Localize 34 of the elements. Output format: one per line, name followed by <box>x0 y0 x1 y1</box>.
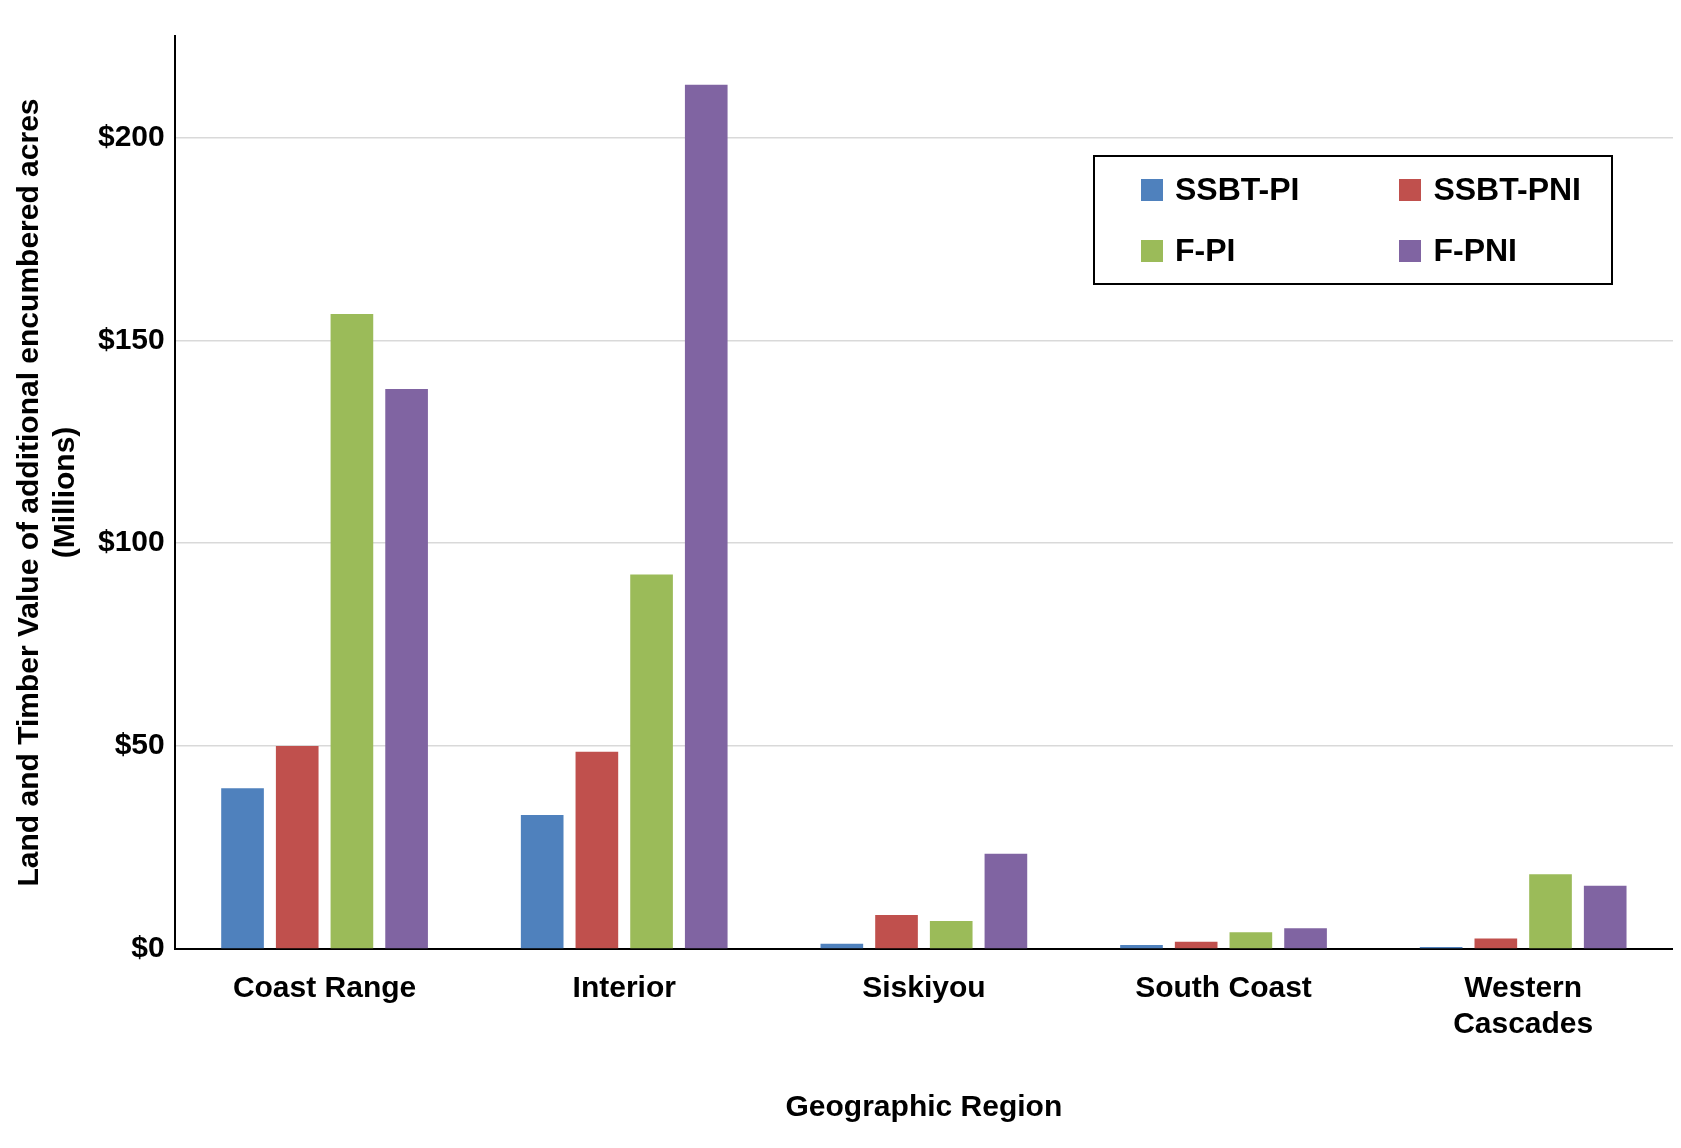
x-axis-title: Geographic Region <box>785 1089 1063 1123</box>
bar <box>1120 944 1163 949</box>
bar <box>330 313 374 949</box>
bar <box>221 788 264 949</box>
y-tick-label: $200 <box>97 118 165 152</box>
bar <box>1583 885 1627 949</box>
x-tick-label: Western Cascades <box>1453 970 1594 1040</box>
bar <box>1529 874 1572 949</box>
bar <box>684 84 728 949</box>
legend-label: SSBT-PNI <box>1433 171 1581 208</box>
y-tick-label: $50 <box>114 727 165 761</box>
bar <box>1174 941 1218 949</box>
bar <box>630 574 673 949</box>
bar <box>1284 928 1327 949</box>
bar <box>929 921 973 949</box>
y-tick-label: $100 <box>97 524 165 558</box>
x-tick-label: South Coast <box>1135 970 1312 1004</box>
legend-label: SSBT-PI <box>1174 171 1300 208</box>
bar <box>520 815 564 949</box>
bar <box>984 853 1028 949</box>
bar <box>1474 938 1518 949</box>
bar <box>385 389 428 949</box>
bar <box>875 914 918 949</box>
x-tick-label: Coast Range <box>232 970 417 1004</box>
y-tick-label: $0 <box>131 930 165 964</box>
bar <box>575 751 619 949</box>
bar <box>275 746 319 949</box>
y-tick-label: $150 <box>97 321 165 355</box>
legend-label: F-PI <box>1174 232 1236 269</box>
x-tick-label: Interior <box>572 970 677 1004</box>
y-axis-title: Land and Timber Value of additional encumbered acres (Millions) <box>11 98 81 887</box>
bar <box>1229 932 1273 949</box>
x-tick-label: Siskiyou <box>862 970 986 1004</box>
legend-label: F-PNI <box>1433 232 1517 269</box>
